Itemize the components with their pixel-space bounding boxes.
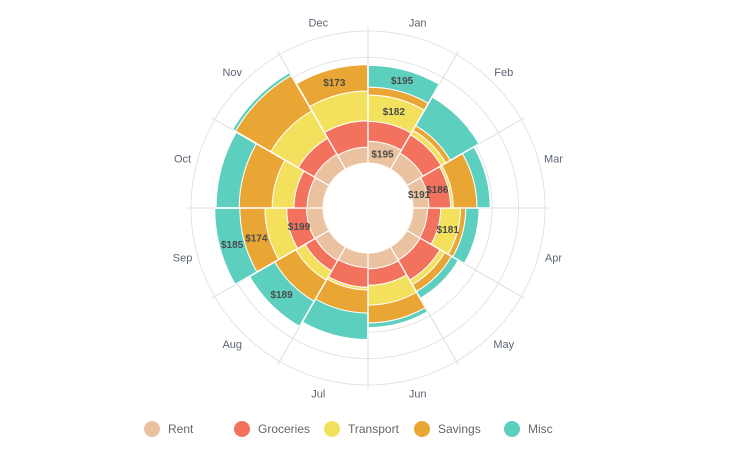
legend-label: Savings: [438, 422, 481, 436]
month-label-feb: Feb: [494, 67, 513, 79]
legend-item-transport[interactable]: Transport: [324, 421, 400, 437]
legend-swatch: [324, 421, 340, 437]
data-label: $186: [426, 185, 449, 196]
legend-swatch: [144, 421, 160, 437]
bar-segment-misc-oct[interactable]: [215, 131, 257, 209]
legend-label: Transport: [348, 422, 400, 436]
data-label: $195: [371, 150, 394, 161]
bar-segment-misc-nov[interactable]: [231, 71, 292, 132]
bars-layer: [214, 64, 491, 340]
bar-segment-misc-feb[interactable]: [415, 96, 480, 161]
legend-swatch: [504, 421, 520, 437]
data-label: $191: [408, 190, 431, 201]
month-label-aug: Aug: [222, 339, 242, 351]
legend-swatch: [234, 421, 250, 437]
bar-segment-misc-may[interactable]: [415, 255, 459, 299]
month-label-sep: Sep: [173, 253, 193, 265]
data-label: $182: [383, 107, 406, 118]
month-label-jul: Jul: [311, 388, 325, 400]
value-labels-layer: $195 $182 $195 $191$186 $181 $189 $199 $174$185…: [221, 76, 459, 301]
legend-item-savings[interactable]: Savings: [414, 421, 481, 437]
legend-item-groceries[interactable]: Groceries: [234, 421, 310, 437]
legend-label: Groceries: [258, 422, 310, 436]
month-label-jan: Jan: [409, 18, 427, 30]
legend-label: Misc: [528, 422, 553, 436]
bar-segment-misc-apr[interactable]: [452, 207, 480, 264]
legend-item-misc[interactable]: Misc: [504, 421, 553, 437]
month-label-jun: Jun: [409, 388, 427, 400]
month-label-oct: Oct: [174, 153, 191, 165]
bar-segment-misc-jul[interactable]: [301, 298, 369, 340]
bar-segment-misc-aug[interactable]: [249, 261, 315, 327]
month-label-may: May: [493, 339, 514, 351]
month-labels-layer: Jan Feb Mar Apr May Jun Jul Aug Sep Oct Nov Dec: [173, 18, 564, 401]
bar-segment-misc-jan[interactable]: [367, 64, 440, 104]
data-label: $199: [288, 222, 311, 233]
bar-segment-misc-sep[interactable]: [214, 207, 258, 285]
legend-label: Rent: [168, 422, 194, 436]
data-label: $185: [221, 240, 244, 251]
bar-segment-savings-dec[interactable]: [295, 64, 369, 108]
data-label: $181: [437, 225, 460, 236]
month-label-dec: Dec: [309, 18, 329, 30]
month-label-mar: Mar: [544, 153, 563, 165]
month-label-nov: Nov: [222, 67, 242, 79]
legend: Rent Groceries Transport Savings Misc: [144, 421, 553, 437]
data-label: $195: [391, 76, 414, 87]
legend-item-rent[interactable]: Rent: [144, 421, 194, 437]
month-label-apr: Apr: [545, 253, 562, 265]
legend-swatch: [414, 421, 430, 437]
bar-segment-misc-mar[interactable]: [461, 146, 491, 209]
data-label: $173: [323, 78, 346, 89]
bar-segment-misc-jun[interactable]: [367, 307, 429, 329]
data-label: $174: [245, 233, 268, 244]
data-label: $189: [270, 290, 293, 301]
